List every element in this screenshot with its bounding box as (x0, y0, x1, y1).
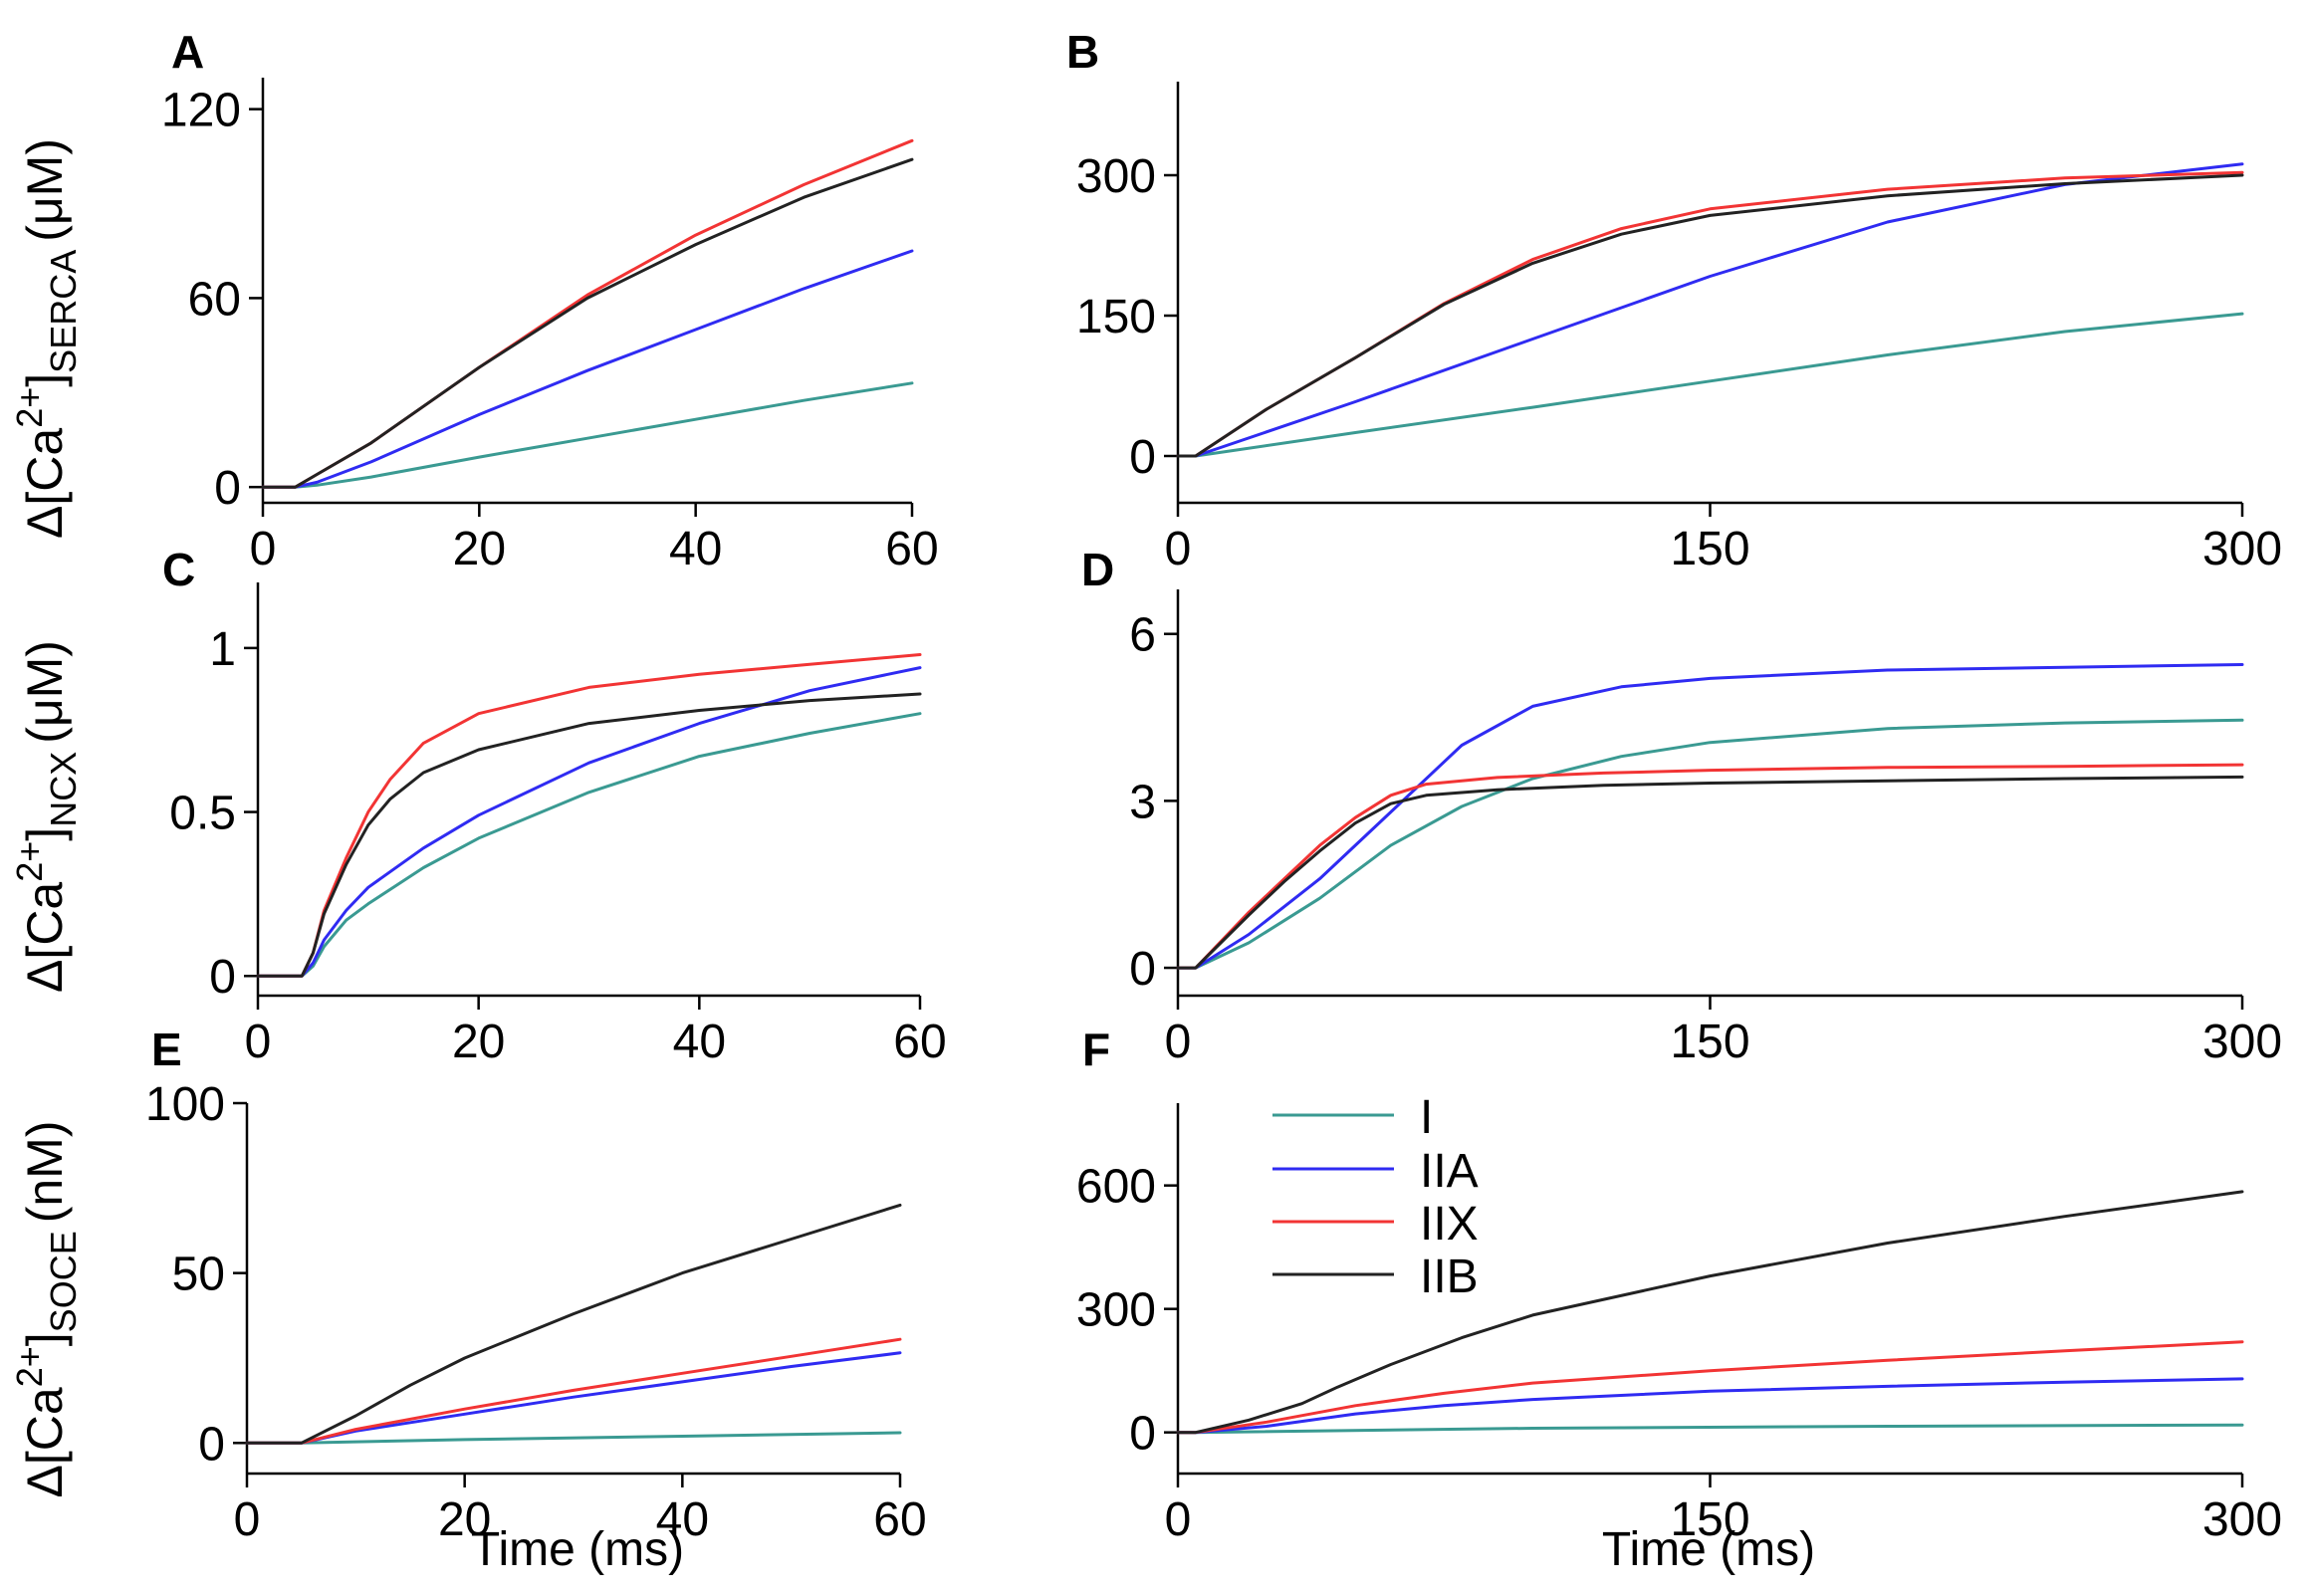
panel-label-c: C (162, 544, 195, 595)
x-tick-label-f: 300 (2202, 1493, 2282, 1546)
x-tick-label-c: 20 (452, 1016, 505, 1068)
x-tick-label-f: 0 (1165, 1493, 1192, 1546)
x-tick-label-e: 60 (873, 1493, 926, 1546)
x-tick-label-a: 40 (669, 523, 722, 575)
series-line-c-iix (256, 653, 922, 978)
x-tick-label-d: 0 (1165, 1016, 1192, 1068)
y-tick-label-c: 0.5 (169, 788, 236, 840)
panel-label-a: A (171, 26, 204, 78)
x-tick-label-e: 0 (234, 1493, 261, 1546)
y-tick-label-a: 60 (188, 273, 241, 326)
panel-b: 0 150 300 0 150 300 (1076, 82, 2282, 575)
series-line-a-i (261, 381, 914, 489)
series-line-b-iia (1176, 162, 2244, 458)
x-tick-label-c: 0 (245, 1016, 272, 1068)
y-tick-label-d: 3 (1129, 776, 1156, 828)
panel-label-f: F (1082, 1024, 1110, 1075)
series-line-b-i (1176, 312, 2244, 458)
x-tick-label-d: 150 (1670, 1016, 1749, 1068)
y-tick-label-f: 300 (1076, 1284, 1156, 1337)
x-tick-label-c: 60 (893, 1016, 946, 1068)
panel-f: 0 150 300 0 300 600 (1076, 1103, 2282, 1546)
panel-c: 0 20 40 60 0 0.5 1 (169, 582, 947, 1068)
x-tick-label-a: 60 (885, 523, 938, 575)
series-line-e-iia (245, 1351, 902, 1445)
series-line-c-i (256, 712, 922, 978)
y-tick-label-c: 0 (209, 951, 236, 1004)
legend-label-i: I (1420, 1091, 1433, 1144)
series-line-f-i (1176, 1423, 2244, 1435)
y-tick-label-d: 0 (1129, 943, 1156, 996)
ylabel-ncx: Δ[Ca2+]NCX(μM) (9, 640, 84, 993)
x-tick-label-e: 40 (656, 1493, 709, 1546)
series-line-f-iix (1176, 1340, 2244, 1435)
legend-label-iib: IIB (1420, 1251, 1479, 1303)
y-tick-label-f: 0 (1129, 1408, 1156, 1461)
y-tick-label-a: 120 (161, 85, 241, 137)
x-tick-label-b: 150 (1670, 523, 1749, 575)
y-tick-label-b: 300 (1076, 150, 1156, 203)
series-line-a-iia (261, 249, 914, 489)
legend-label-iia: IIA (1420, 1145, 1479, 1198)
panel-label-d: D (1081, 544, 1114, 595)
y-tick-label-e: 100 (145, 1078, 225, 1131)
series-line-f-iib (1176, 1190, 2244, 1435)
ylabel-serca: Δ[Ca2+]SERCA(μM) (9, 138, 84, 539)
xlabel-right: Time (ms) (1602, 1523, 1815, 1576)
series-line-d-i (1176, 718, 2244, 970)
series-line-c-iib (256, 692, 922, 978)
series-line-e-iix (245, 1337, 902, 1445)
legend-label-iix: IIX (1420, 1198, 1479, 1251)
y-tick-label-e: 0 (198, 1418, 225, 1471)
y-tick-label-a: 0 (214, 462, 241, 515)
x-tick-label-d: 300 (2202, 1016, 2282, 1068)
x-tick-label-e: 20 (438, 1493, 491, 1546)
y-tick-label-f: 600 (1076, 1161, 1156, 1214)
y-tick-label-b: 0 (1129, 431, 1156, 484)
series-line-e-iib (245, 1203, 902, 1445)
panel-e: 0 20 40 60 0 50 100 (145, 1078, 927, 1546)
y-tick-label-d: 6 (1129, 609, 1156, 662)
x-tick-label-b: 0 (1165, 523, 1192, 575)
x-tick-label-b: 300 (2202, 523, 2282, 575)
series-line-c-iia (256, 666, 922, 978)
ylabel-soce: Δ[Ca2+]SOCE(nM) (9, 1121, 84, 1498)
panel-a: 0 20 40 60 0 60 120 (161, 78, 939, 575)
y-tick-label-c: 1 (209, 623, 236, 676)
y-tick-label-b: 150 (1076, 291, 1156, 343)
x-tick-label-c: 40 (673, 1016, 726, 1068)
x-tick-label-a: 0 (250, 523, 277, 575)
series-line-d-iix (1176, 763, 2244, 970)
x-tick-label-f: 150 (1670, 1493, 1749, 1546)
series-line-d-iia (1176, 663, 2244, 970)
panel-label-e: E (151, 1024, 182, 1075)
series-line-d-iib (1176, 775, 2244, 970)
panel-label-b: B (1066, 26, 1099, 78)
legend: I IIA IIX IIB (1272, 1091, 1479, 1303)
series-line-b-iib (1176, 173, 2244, 458)
x-tick-label-a: 20 (453, 523, 506, 575)
series-line-f-iia (1176, 1377, 2244, 1435)
series-line-a-iib (261, 157, 914, 489)
panel-d: 0 150 300 0 3 6 (1129, 589, 2282, 1068)
y-tick-label-e: 50 (172, 1249, 225, 1301)
xlabel-left: Time (ms) (471, 1523, 684, 1576)
